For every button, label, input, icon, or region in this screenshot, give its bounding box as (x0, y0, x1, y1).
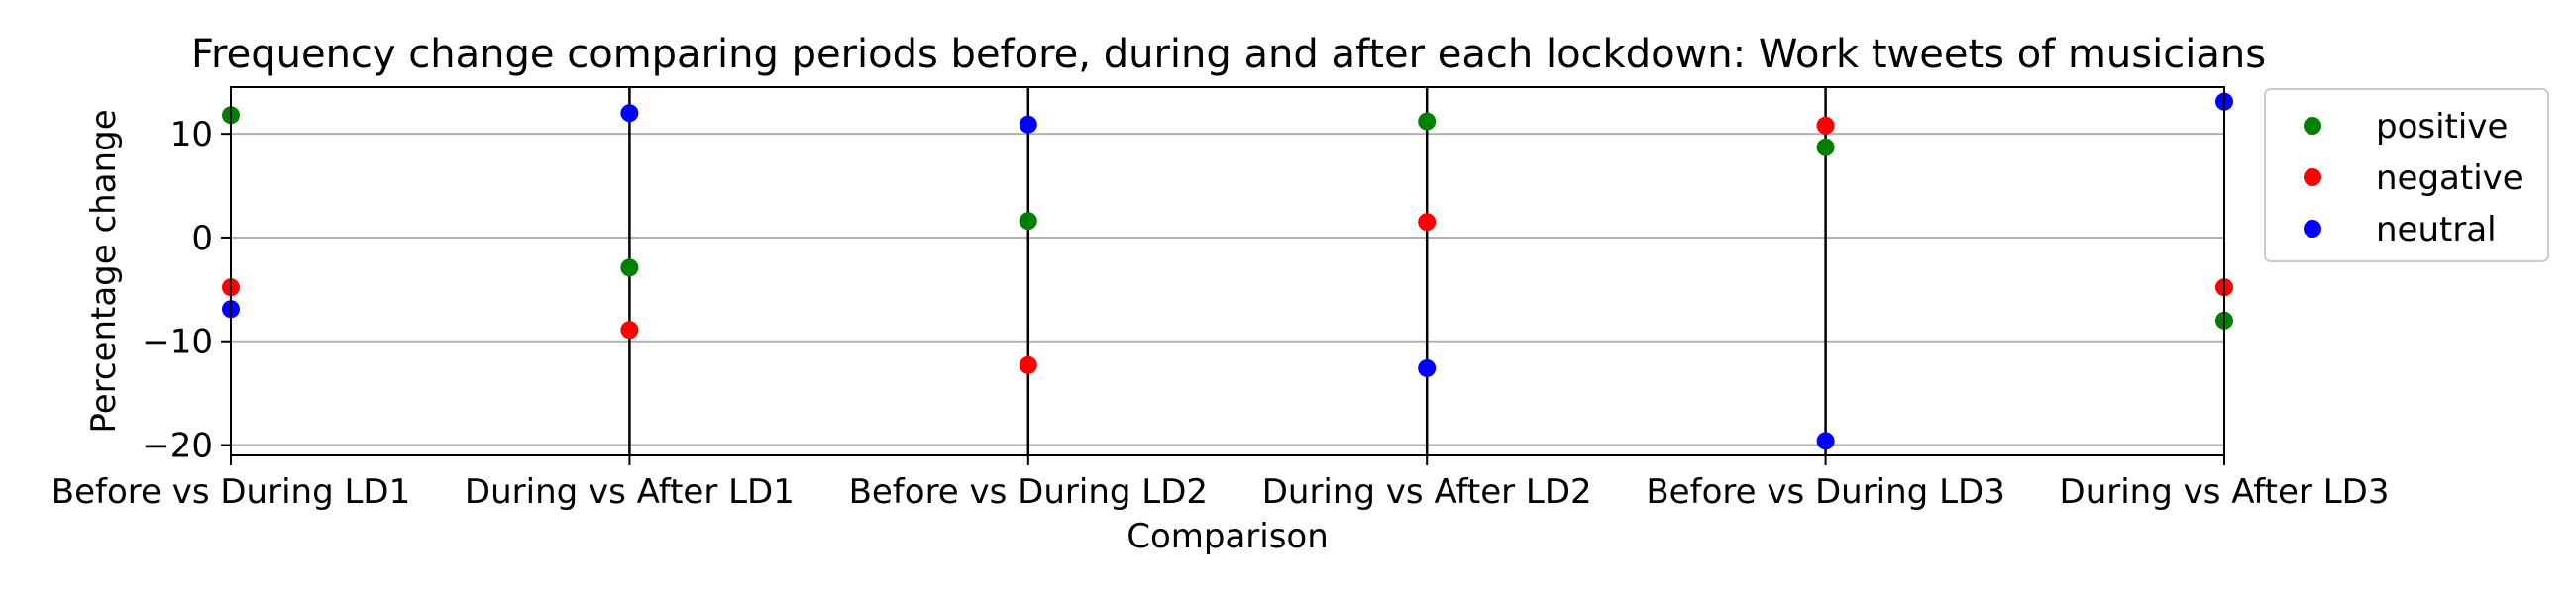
x-tick-label: Before vs During LD3 (1646, 472, 2004, 512)
legend-marker-neutral (2304, 220, 2321, 238)
data-point-neutral (1418, 358, 1437, 377)
y-axis-label: Percentage change (84, 109, 124, 433)
data-point-positive (620, 258, 639, 277)
legend-label-neutral: neutral (2376, 210, 2497, 249)
chart-title: Frequency change comparing periods befor… (191, 32, 2266, 77)
data-point-positive (1418, 112, 1437, 131)
x-tick-label: During vs After LD3 (2060, 472, 2390, 512)
x-tick-label: Before vs During LD1 (52, 472, 410, 512)
legend-label-negative: negative (2376, 158, 2523, 198)
legend-box (2264, 88, 2549, 262)
legend-marker-negative (2304, 168, 2321, 186)
data-point-negative (1019, 355, 1037, 374)
x-tick-label: During vs After LD2 (1262, 472, 1592, 512)
x-axis-label: Comparison (1127, 517, 1329, 556)
data-point-positive (1019, 212, 1037, 231)
data-points (222, 92, 2233, 450)
axes: −20 −10 0 10 Before vs During LD1 During vs A… (52, 115, 2390, 512)
comparison-divider-lines (628, 87, 1827, 455)
data-point-positive (1816, 138, 1835, 156)
data-point-neutral (620, 104, 639, 123)
y-tick-label: 10 (170, 115, 213, 154)
x-tick-label: During vs After LD1 (465, 472, 795, 512)
legend-marker-positive (2304, 117, 2321, 135)
y-tick-label: −10 (142, 323, 213, 362)
legend: positive negative neutral (2264, 88, 2549, 262)
data-point-negative (1816, 116, 1835, 135)
plot-area-frame (230, 86, 2225, 456)
data-point-negative (620, 321, 639, 340)
legend-label-positive: positive (2376, 107, 2508, 147)
grid-lines (231, 133, 2224, 446)
x-tick-label: Before vs During LD2 (849, 472, 1208, 512)
y-tick-label: −20 (142, 427, 213, 466)
data-point-negative (1418, 213, 1437, 232)
data-point-neutral (1816, 432, 1835, 450)
data-point-neutral (1019, 115, 1037, 134)
y-tick-label: 0 (191, 219, 213, 258)
